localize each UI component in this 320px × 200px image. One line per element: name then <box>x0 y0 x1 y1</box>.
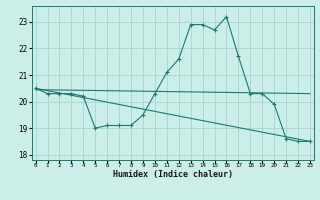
X-axis label: Humidex (Indice chaleur): Humidex (Indice chaleur) <box>113 170 233 179</box>
